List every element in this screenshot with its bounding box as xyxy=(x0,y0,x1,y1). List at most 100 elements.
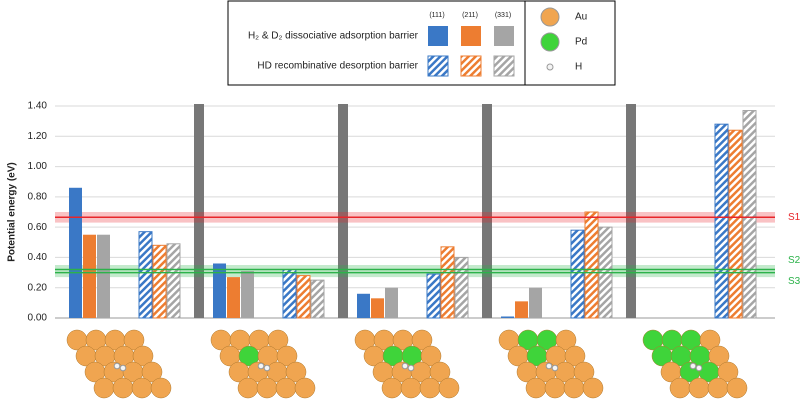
atom xyxy=(150,377,172,399)
reference-label: S1 xyxy=(788,212,800,223)
bar xyxy=(83,234,96,318)
bar xyxy=(454,256,469,319)
atom xyxy=(429,361,451,383)
y-tick-label: 0.80 xyxy=(28,191,48,202)
y-tick-label: 1.00 xyxy=(28,161,48,172)
atom xyxy=(438,377,460,399)
atom xyxy=(285,361,307,383)
bar xyxy=(570,229,585,319)
atom xyxy=(564,345,586,367)
bar xyxy=(440,246,455,319)
atom xyxy=(555,329,577,351)
bar xyxy=(515,301,528,318)
group-separator xyxy=(338,104,348,318)
y-tick-label: 1.20 xyxy=(28,131,48,142)
atom xyxy=(699,329,721,351)
bar xyxy=(714,123,729,319)
legend-swatch xyxy=(494,26,514,46)
bar xyxy=(385,287,398,318)
atom xyxy=(545,362,553,370)
atom xyxy=(400,377,422,399)
group-separator xyxy=(482,104,492,318)
atom xyxy=(401,362,409,370)
atom xyxy=(257,362,265,370)
atom xyxy=(726,377,748,399)
atom xyxy=(294,377,316,399)
bar xyxy=(584,211,599,319)
atom xyxy=(276,345,298,367)
atom xyxy=(132,345,154,367)
group-separator xyxy=(194,104,204,318)
y-tick-label: 0.00 xyxy=(28,313,48,324)
bar xyxy=(742,110,757,319)
atom xyxy=(419,377,441,399)
bar xyxy=(69,187,82,318)
bar xyxy=(152,244,167,319)
legend-facet: (111) xyxy=(429,12,444,19)
atom xyxy=(141,361,163,383)
legend-swatch xyxy=(493,55,515,77)
atom xyxy=(707,377,729,399)
atom-legend-label: Pd xyxy=(575,37,587,48)
y-axis-label: Potential energy (eV) xyxy=(7,162,18,261)
atom xyxy=(256,377,278,399)
bar xyxy=(357,293,370,318)
atom-legend-marker xyxy=(546,63,554,71)
atom xyxy=(112,377,134,399)
atom xyxy=(131,377,153,399)
legend-swatch xyxy=(428,26,448,46)
atom xyxy=(93,377,115,399)
atom xyxy=(113,362,121,370)
atom xyxy=(689,362,697,370)
atom xyxy=(695,364,703,372)
atom xyxy=(669,377,691,399)
bar xyxy=(296,275,311,319)
bar xyxy=(529,287,542,318)
bar xyxy=(97,234,110,318)
bar xyxy=(310,279,325,319)
legend-label: H₂ & D₂ dissociative adsorption barrier xyxy=(248,31,419,42)
bar xyxy=(371,298,384,318)
legend-swatch xyxy=(460,55,482,77)
bar xyxy=(227,277,240,318)
y-tick-label: 0.20 xyxy=(28,282,48,293)
atom xyxy=(411,329,433,351)
atom xyxy=(263,364,271,372)
atom xyxy=(119,364,127,372)
atom xyxy=(544,377,566,399)
bar xyxy=(501,316,514,318)
atom xyxy=(123,329,145,351)
group-separator xyxy=(626,104,636,318)
legend-label: HD recombinative desorption barrier xyxy=(257,61,418,72)
legend-facet: (211) xyxy=(462,12,478,19)
atom-legend-label: H xyxy=(575,62,582,73)
y-tick-label: 0.40 xyxy=(28,252,48,263)
atom xyxy=(525,377,547,399)
atom xyxy=(582,377,604,399)
y-tick-label: 0.60 xyxy=(28,222,48,233)
atom xyxy=(563,377,585,399)
bar xyxy=(213,263,226,318)
legend-facet: (331) xyxy=(495,12,511,19)
atom xyxy=(688,377,710,399)
atom xyxy=(573,361,595,383)
atom xyxy=(237,377,259,399)
reference-label: S2 xyxy=(788,255,800,266)
y-tick-label: 1.40 xyxy=(28,101,48,112)
atom xyxy=(275,377,297,399)
bar xyxy=(426,273,441,319)
bar xyxy=(241,271,254,318)
atom xyxy=(381,377,403,399)
atom xyxy=(420,345,442,367)
atom xyxy=(708,345,730,367)
atom-legend-marker xyxy=(540,7,560,27)
atom xyxy=(267,329,289,351)
atom xyxy=(551,364,559,372)
reference-label: S3 xyxy=(788,276,800,287)
atom xyxy=(717,361,739,383)
legend-swatch xyxy=(427,55,449,77)
bar xyxy=(282,269,297,319)
atom xyxy=(407,364,415,372)
